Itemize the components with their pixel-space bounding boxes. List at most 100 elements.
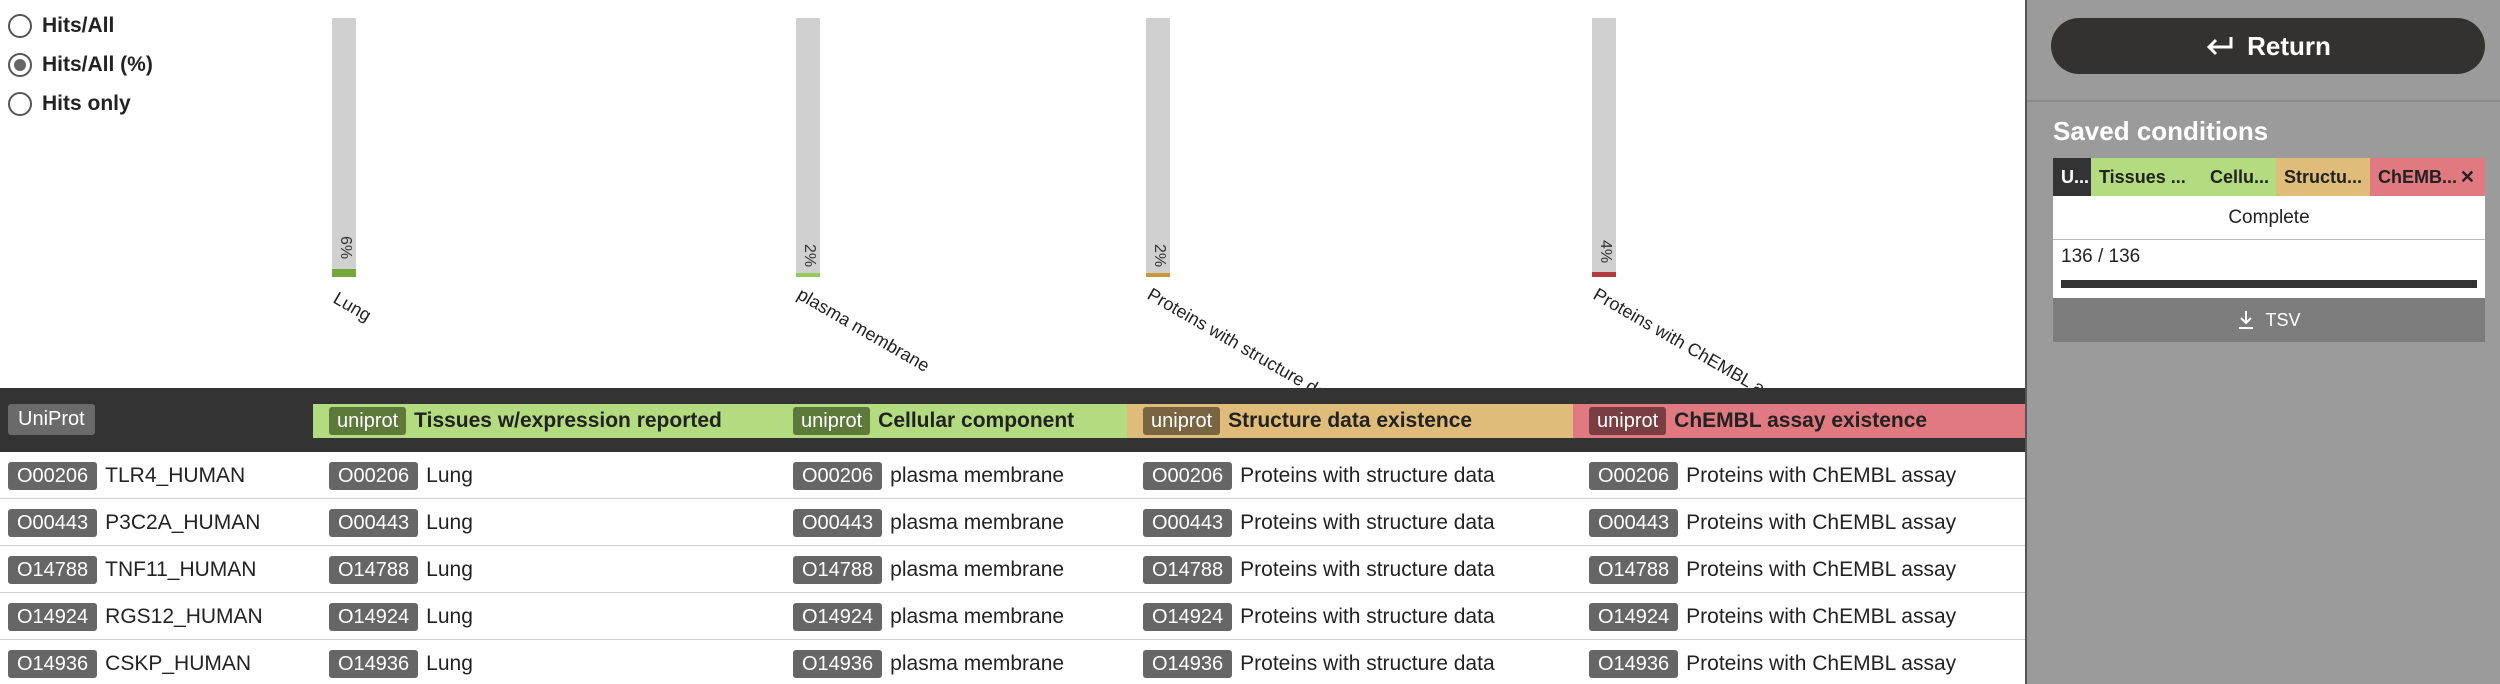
structure-cell: O00206 Proteins with structure data xyxy=(1143,452,1495,499)
column-header-tissues[interactable]: uniprot Tissues w/expression reported xyxy=(313,404,777,438)
column-header-structure[interactable]: uniprot Structure data existence xyxy=(1127,404,1573,438)
bar-percent-label: 4% xyxy=(1597,240,1614,264)
uniprot-id-tag[interactable]: O14924 xyxy=(8,602,98,631)
condition-tab-structure[interactable]: Structu... xyxy=(2276,158,2370,196)
column-source-tag: uniprot xyxy=(1143,407,1221,435)
chembl-cell: O00206 Proteins with ChEMBL assay xyxy=(1589,452,1956,499)
results-view: Hits/All Hits/All (%) Hits only 6% Lung … xyxy=(0,6,2025,684)
progress-section: 136 / 136 xyxy=(2053,240,2485,298)
uniprot-id-tag[interactable]: O14788 xyxy=(8,555,98,584)
cell-value: Proteins with ChEMBL assay xyxy=(1686,510,1957,534)
radio-hits-all-percent-circle[interactable] xyxy=(8,52,32,77)
uniprot-id-tag[interactable]: O00206 xyxy=(1143,461,1233,490)
uniprot-id-tag[interactable]: O00443 xyxy=(8,508,98,537)
condition-tab-chembl-label: ChEMB... xyxy=(2378,166,2457,187)
radio-hits-all-percent[interactable]: Hits/All (%) xyxy=(8,45,153,84)
download-tsv-button[interactable]: TSV xyxy=(2053,298,2485,342)
uniprot-cell: O00206 TLR4_HUMAN xyxy=(8,452,245,499)
column-source-tag: uniprot xyxy=(329,407,407,435)
uniprot-cell: O14924 RGS12_HUMAN xyxy=(8,593,263,640)
column-header-cellular-component[interactable]: uniprot Cellular component xyxy=(777,404,1127,438)
structure-cell: O14936 Proteins with structure data xyxy=(1143,640,1495,684)
cellular-component-cell: O14788 plasma membrane xyxy=(793,546,1064,593)
structure-cell: O00443 Proteins with structure data xyxy=(1143,499,1495,546)
view-mode-radio-group: Hits/All Hits/All (%) Hits only xyxy=(8,6,153,123)
uniprot-id-tag[interactable]: O00443 xyxy=(793,508,883,537)
table-header: UniProt uniprot Tissues w/expression rep… xyxy=(0,388,2025,452)
column-header-chembl[interactable]: uniprot ChEMBL assay existence xyxy=(1573,404,2025,438)
cell-value: Proteins with structure data xyxy=(1240,651,1495,675)
download-tsv-label: TSV xyxy=(2265,309,2301,330)
uniprot-id-tag[interactable]: O14924 xyxy=(1143,602,1233,631)
return-button-label: Return xyxy=(2247,30,2331,61)
uniprot-id-tag[interactable]: O14788 xyxy=(1589,555,1679,584)
uniprot-id-tag[interactable]: O14936 xyxy=(793,649,883,678)
chembl-cell: O00443 Proteins with ChEMBL assay xyxy=(1589,499,1956,546)
bar-category-label: Lung xyxy=(330,288,375,326)
entry-name: TLR4_HUMAN xyxy=(105,463,246,487)
panel-divider xyxy=(2027,100,2500,102)
radio-hits-only-circle[interactable] xyxy=(8,91,32,116)
uniprot-id-tag[interactable]: O14788 xyxy=(329,555,419,584)
saved-condition-card: U... Tissues ... Cellu... Structu... ChE… xyxy=(2053,158,2485,342)
uniprot-id-tag[interactable]: O00443 xyxy=(329,508,419,537)
uniprot-id-tag[interactable]: O14936 xyxy=(1589,649,1679,678)
cell-value: Lung xyxy=(426,651,473,675)
saved-conditions-title: Saved conditions xyxy=(2053,116,2269,146)
table-row: O00206 TLR4_HUMAN O00206 Lung O00206 pla… xyxy=(0,452,2025,499)
bar-track xyxy=(1146,18,1170,277)
return-arrow-icon xyxy=(2206,37,2233,56)
uniprot-id-tag[interactable]: O14936 xyxy=(8,649,98,678)
progress-count: 136 / 136 xyxy=(2061,246,2141,267)
uniprot-id-tag[interactable]: O00206 xyxy=(793,461,883,490)
uniprot-cell: O00443 P3C2A_HUMAN xyxy=(8,499,260,546)
condition-body: Complete 136 / 136 xyxy=(2053,196,2485,298)
bar-fill xyxy=(796,273,820,277)
uniprot-column-header[interactable]: UniProt xyxy=(8,404,95,435)
download-icon xyxy=(2239,311,2254,329)
condition-tab-chembl[interactable]: ChEMB... ✕ xyxy=(2370,158,2485,196)
uniprot-id-tag[interactable]: O00206 xyxy=(8,461,98,490)
cell-value: Proteins with ChEMBL assay xyxy=(1686,651,1957,675)
uniprot-id-tag[interactable]: O00443 xyxy=(1589,508,1679,537)
progress-bar xyxy=(2061,280,2477,288)
uniprot-id-tag[interactable]: O14936 xyxy=(329,649,419,678)
column-title: ChEMBL assay existence xyxy=(1674,409,1928,432)
close-icon[interactable]: ✕ xyxy=(2459,166,2475,187)
uniprot-cell: O14936 CSKP_HUMAN xyxy=(8,640,251,684)
structure-cell: O14924 Proteins with structure data xyxy=(1143,593,1495,640)
cell-value: plasma membrane xyxy=(890,463,1065,487)
uniprot-id-tag[interactable]: O14788 xyxy=(1143,555,1233,584)
chembl-cell: O14788 Proteins with ChEMBL assay xyxy=(1589,546,1956,593)
entry-name: RGS12_HUMAN xyxy=(105,604,263,628)
bar-percent-label: 2% xyxy=(1151,244,1168,268)
condition-tab-cellular[interactable]: Cellu... xyxy=(2202,158,2276,196)
cell-value: Proteins with structure data xyxy=(1240,557,1495,581)
radio-hits-all-circle[interactable] xyxy=(8,13,32,38)
return-button[interactable]: Return xyxy=(2051,18,2485,74)
uniprot-id-tag[interactable]: O14924 xyxy=(329,602,419,631)
entry-name: CSKP_HUMAN xyxy=(105,651,252,675)
uniprot-id-tag[interactable]: O14924 xyxy=(1589,602,1679,631)
condition-tab-tissues[interactable]: Tissues ... xyxy=(2091,158,2202,196)
cell-value: Proteins with structure data xyxy=(1240,463,1495,487)
condition-status: Complete xyxy=(2053,196,2485,240)
cell-value: Lung xyxy=(426,463,473,487)
uniprot-id-tag[interactable]: O00206 xyxy=(1589,461,1679,490)
radio-hits-all-label: Hits/All xyxy=(42,13,115,37)
cellular-component-cell: O14924 plasma membrane xyxy=(793,593,1064,640)
uniprot-id-tag[interactable]: O00206 xyxy=(329,461,419,490)
uniprot-id-tag[interactable]: O14936 xyxy=(1143,649,1233,678)
condition-tab-uniprot[interactable]: U... xyxy=(2053,158,2091,196)
radio-hits-all[interactable]: Hits/All xyxy=(8,6,153,45)
bar-track xyxy=(332,18,356,277)
tissues-cell: O00206 Lung xyxy=(329,452,473,499)
chembl-cell: O14936 Proteins with ChEMBL assay xyxy=(1589,640,1956,684)
uniprot-id-tag[interactable]: O14788 xyxy=(793,555,883,584)
bar-fill xyxy=(1592,272,1616,277)
bar-fill xyxy=(332,269,356,277)
cellular-component-cell: O00443 plasma membrane xyxy=(793,499,1064,546)
uniprot-id-tag[interactable]: O00443 xyxy=(1143,508,1233,537)
radio-hits-only[interactable]: Hits only xyxy=(8,84,153,123)
uniprot-id-tag[interactable]: O14924 xyxy=(793,602,883,631)
